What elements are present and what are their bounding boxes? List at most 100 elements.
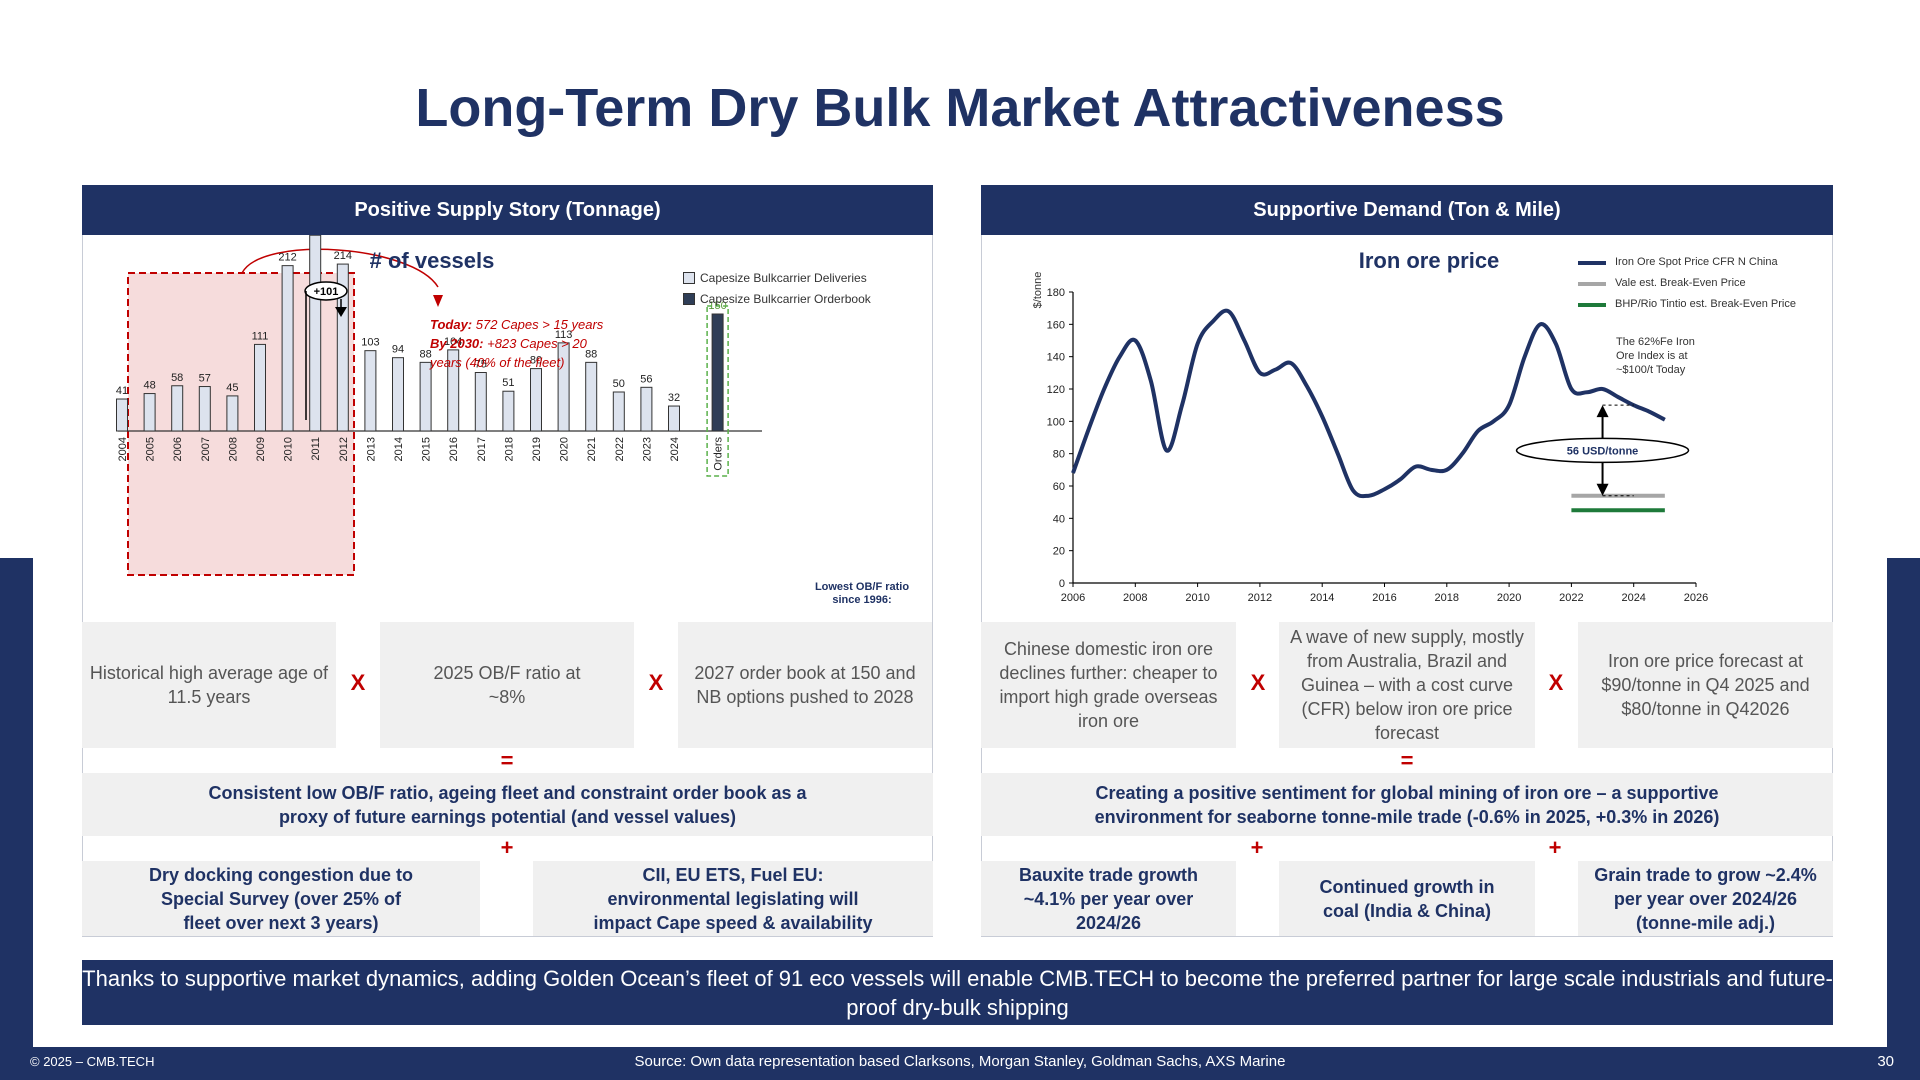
bar-tick-2007: 2007 [200, 437, 212, 461]
bar-tick-2012: 2012 [338, 437, 350, 461]
index-note-2: Ore Index is at [1616, 350, 1688, 362]
bar-2022 [612, 391, 625, 432]
bar-2021 [585, 361, 598, 432]
bars: 4148585745111212251214103948810475518011… [116, 235, 729, 477]
bar-value-2019: 80 [530, 355, 542, 367]
bar-2004 [116, 398, 128, 432]
obf-ratio-box: 2025 OB/F ratio at ~8% [380, 622, 634, 748]
bar-2007 [198, 386, 211, 432]
bar-tick-2018: 2018 [503, 437, 515, 461]
plus-sign: + [500, 835, 514, 860]
y-tick-100: 100 [1047, 416, 1065, 428]
x-tick-2016: 2016 [1372, 592, 1396, 604]
bar-tick-2006: 2006 [172, 437, 184, 461]
page-number: 30 [1877, 1053, 1894, 1070]
highlight-arrow [241, 248, 439, 288]
vessels-bar-chart: # of vessels 2004 2005 2006 2007 2008 2009 201… [116, 235, 909, 606]
index-note-3: ~$100/t Today [1616, 364, 1686, 376]
line-chart-title: Iron ore price [1359, 248, 1500, 273]
grain-box: Grain trade to grow ~2.4% per year over … [1578, 861, 1833, 936]
ob-note-line2: since 1996: [832, 594, 891, 606]
today-annotation: Today: 572 Capes > 15 years [430, 317, 604, 332]
x-tick-2020: 2020 [1497, 592, 1521, 604]
bar-2009 [254, 343, 266, 432]
bar-value-2010: 212 [278, 252, 296, 264]
bar-2016 [447, 349, 460, 432]
bar-2011 [309, 235, 322, 432]
bar-tick-2010: 2010 [283, 437, 295, 461]
bar-tick-2016: 2016 [448, 437, 460, 461]
bar-2015 [419, 361, 432, 432]
gap-arrow-up [1596, 405, 1609, 418]
source-note: Source: Own data representation based Cl… [634, 1053, 1286, 1070]
bar-2014 [392, 357, 404, 432]
bar-value-2023: 56 [640, 373, 652, 385]
legend-deliveries-swatch [683, 272, 695, 284]
bar-tick-2008: 2008 [227, 437, 239, 461]
bar-value-2021: 88 [585, 348, 597, 360]
multiply-sign-4: X [1548, 670, 1564, 695]
highlight-arrowhead [433, 295, 443, 307]
x-tick-2026: 2026 [1684, 592, 1708, 604]
bar-2012 [336, 263, 349, 432]
bar-value-2013: 103 [361, 337, 379, 349]
x-tick-2006: 2006 [1061, 592, 1085, 604]
order-book-box: 2027 order book at 150 and NB options pu… [678, 622, 932, 748]
callout-label: +101 [314, 286, 339, 298]
bar-value-2016: 104 [444, 336, 462, 348]
legend-orderbook-swatch [683, 293, 695, 305]
bar-2019 [530, 368, 542, 432]
y-tick-60: 60 [1053, 481, 1065, 493]
equals-sign: = [500, 748, 514, 773]
ob-note-line1: Lowest OB/F ratio [815, 581, 909, 593]
page-title: Long-Term Dry Bulk Market Attractiveness [415, 78, 1505, 138]
bar-tick-2011: 2011 [310, 437, 322, 461]
bar-tick-2005: 2005 [145, 437, 157, 461]
bottom-banner: Thanks to supportive market dynamics, ad… [82, 960, 1833, 1025]
bar-value-2022: 50 [613, 378, 625, 390]
y-tick-160: 160 [1047, 319, 1065, 331]
price-forecast-box: Iron ore price forecast at $90/tonne in … [1578, 622, 1833, 748]
bar-value-2017: 75 [475, 359, 487, 371]
x-tick-2018: 2018 [1435, 592, 1459, 604]
legend-spot-label: Iron Ore Spot Price CFR N China [1615, 256, 1778, 268]
bar-tick-2009: 2009 [255, 437, 267, 461]
bar-Orders [711, 313, 724, 432]
fleet-share-annotation: years (40% of the fleet) [429, 355, 564, 370]
bar-tick-2024: 2024 [669, 437, 681, 461]
equals-sign-2: = [1400, 748, 1414, 773]
dry-docking-box: Dry docking congestion due to Special Su… [82, 861, 480, 936]
bar-tick-2022: 2022 [614, 437, 626, 461]
x-tick-2024: 2024 [1621, 592, 1645, 604]
y-tick-40: 40 [1053, 513, 1065, 525]
bar-2018 [502, 390, 515, 432]
bar-value-2012: 214 [334, 250, 352, 262]
line-axis: 0 20 40 60 80 100 120 140 160 180 2006 2008 2010 2012… [1047, 287, 1709, 604]
y-tick-140: 140 [1047, 352, 1065, 364]
bar-value-2014: 94 [392, 344, 404, 356]
bar-value-2005: 48 [143, 380, 155, 392]
by-2030-annotation: By 2030: +823 Capes > 20 [430, 336, 588, 351]
bar-value-2006: 58 [171, 372, 183, 384]
x-tick-2012: 2012 [1248, 592, 1272, 604]
bar-2020 [557, 342, 570, 432]
regulation-box: CII, EU ETS, Fuel EU: environmental legi… [533, 861, 933, 936]
y-axis-label: $/tonne [1032, 272, 1044, 309]
bar-tick-2013: 2013 [365, 437, 377, 461]
legend-vale-swatch [1578, 282, 1606, 286]
y-tick-80: 80 [1053, 449, 1065, 461]
bar-tick-2014: 2014 [393, 437, 405, 461]
line-series [1071, 308, 1666, 513]
bar-value-2009: 111 [252, 330, 269, 342]
y-tick-0: 0 [1059, 578, 1065, 590]
callout-arrowhead [335, 307, 347, 317]
bar-value-2018: 51 [502, 377, 514, 389]
bar-value-2008: 45 [226, 382, 238, 394]
supply-panel-header: Positive Supply Story (Tonnage) [82, 185, 933, 235]
x-tick-2022: 2022 [1559, 592, 1583, 604]
orders-highlight [706, 305, 729, 477]
y-tick-180: 180 [1047, 287, 1065, 299]
index-note-1: The 62%Fe Iron [1616, 336, 1695, 348]
legend-bhp-label: BHP/Rio Tintio est. Break-Even Price [1615, 298, 1796, 310]
bauxite-box: Bauxite trade growth ~4.1% per year over… [981, 861, 1236, 936]
